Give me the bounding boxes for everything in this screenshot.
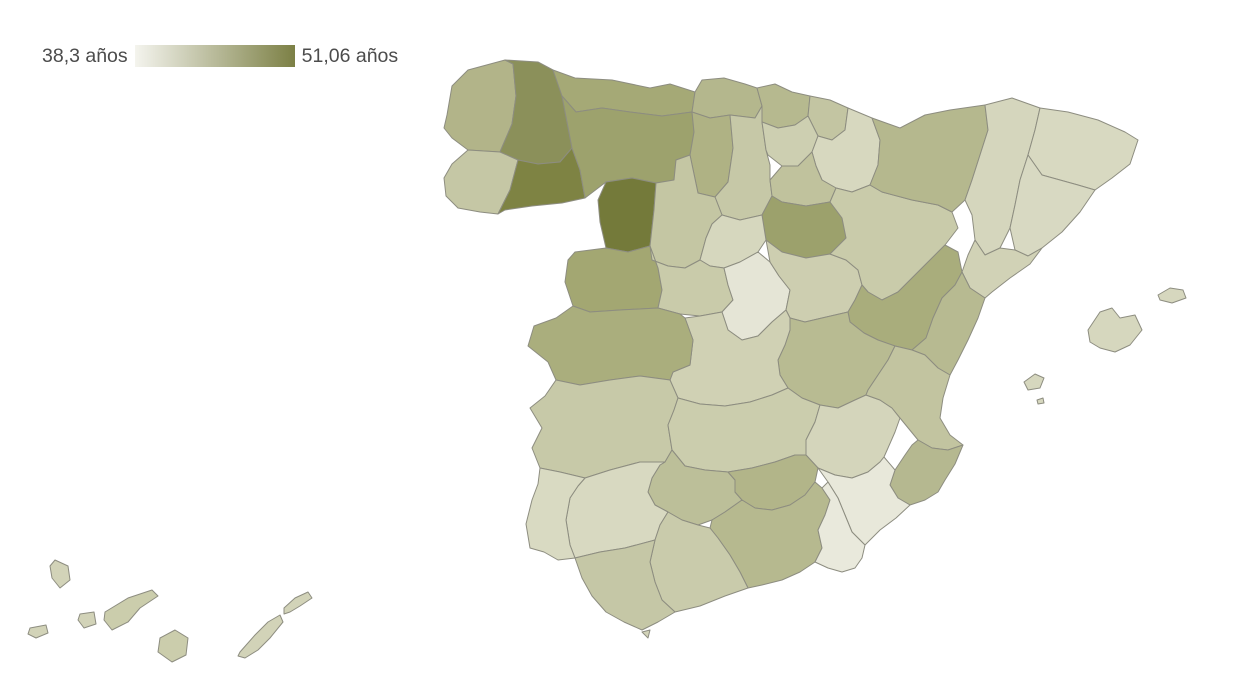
- region-ourense[interactable]: [497, 147, 586, 215]
- region-la-palma[interactable]: [49, 559, 71, 589]
- region-zamora[interactable]: [597, 177, 657, 253]
- region-caceres[interactable]: [527, 305, 694, 386]
- region-cadiz[interactable]: [574, 539, 676, 631]
- region-alicante[interactable]: [889, 439, 964, 506]
- region-lanzarote[interactable]: [283, 591, 313, 615]
- region-almeria[interactable]: [814, 481, 866, 573]
- region-ceuta[interactable]: [641, 629, 651, 639]
- region-a-coruna[interactable]: [443, 59, 517, 153]
- legend-gradient-bar: [134, 45, 295, 67]
- legend-max-label: 51,06 años: [301, 45, 399, 67]
- region-mallorca[interactable]: [1087, 307, 1143, 353]
- region-gran-canaria[interactable]: [157, 629, 189, 663]
- region-formentera[interactable]: [1036, 397, 1045, 405]
- legend: 38,3 años 51,06 años: [42, 44, 398, 68]
- region-salamanca[interactable]: [564, 245, 663, 313]
- region-cantabria[interactable]: [691, 77, 763, 119]
- region-tenerife[interactable]: [103, 589, 159, 631]
- region-asturias[interactable]: [552, 69, 696, 117]
- legend-min-label: 38,3 años: [42, 45, 128, 67]
- region-menorca[interactable]: [1157, 287, 1187, 304]
- region-el-hierro[interactable]: [27, 624, 49, 639]
- region-barcelona[interactable]: [1009, 154, 1096, 257]
- region-fuerteventura[interactable]: [237, 614, 284, 659]
- region-la-gomera[interactable]: [77, 611, 97, 629]
- region-ibiza[interactable]: [1023, 373, 1045, 391]
